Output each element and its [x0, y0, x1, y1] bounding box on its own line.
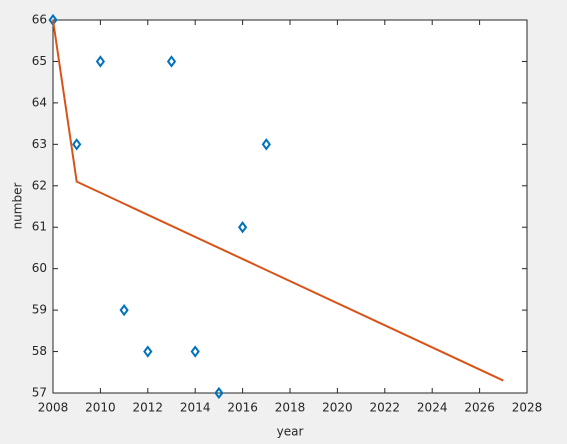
scatter-point [237, 221, 248, 234]
x-tick-label: 2012 [133, 401, 164, 415]
x-tick-label: 2008 [38, 401, 69, 415]
scatter-point [72, 138, 82, 151]
y-tick-label: 62 [32, 178, 47, 192]
scatter-point [190, 345, 200, 358]
x-tick-label: 2022 [370, 401, 401, 415]
x-tick-label: 2014 [180, 401, 211, 415]
y-tick-label: 58 [32, 344, 47, 358]
axes-box [52, 19, 528, 394]
scatter-point [95, 55, 106, 68]
y-tick-label: 59 [32, 303, 47, 317]
y-tick-label: 65 [32, 54, 47, 68]
x-tick-label: 2020 [322, 401, 353, 415]
x-tick-label: 2024 [417, 401, 448, 415]
x-axis-label: year [277, 425, 304, 439]
x-tick-label: 2026 [464, 401, 495, 415]
line [52, 19, 504, 382]
scatter-point [261, 138, 271, 151]
y-tick-label: 66 [32, 13, 47, 27]
scatter-point [214, 386, 224, 400]
x-tick-label: 2028 [512, 401, 543, 415]
x-tick-label: 2018 [275, 401, 306, 415]
y-axis-label: number [11, 183, 25, 230]
x-tick-label: 2016 [227, 401, 258, 415]
y-tick-label: 61 [32, 220, 47, 234]
y-tick-label: 63 [32, 137, 47, 151]
scatter-point [119, 303, 129, 317]
scatter-point [166, 55, 177, 68]
y-tick-label: 57 [32, 386, 47, 400]
y-tick-label: 60 [32, 261, 47, 275]
x-tick-label: 2010 [85, 401, 116, 415]
plot-area [53, 20, 527, 393]
scatter-point [143, 345, 153, 358]
y-tick-label: 64 [32, 95, 47, 109]
